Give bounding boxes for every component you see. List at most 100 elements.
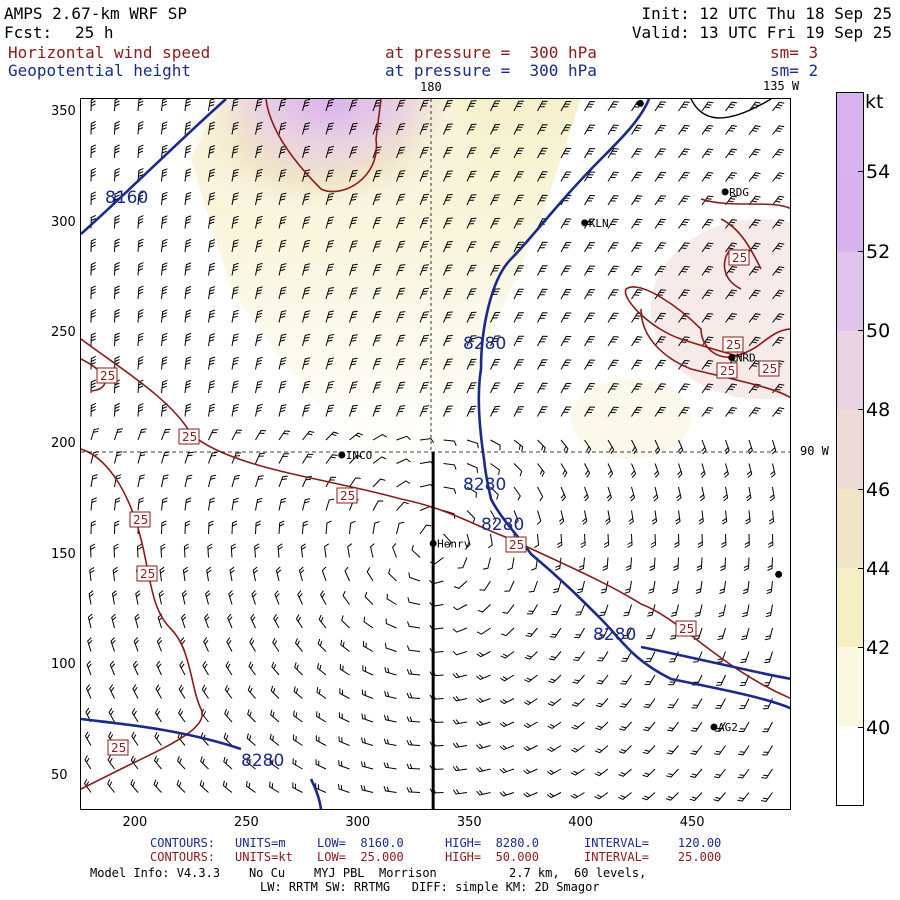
wind-barb bbox=[90, 191, 97, 206]
wind-barb bbox=[155, 684, 162, 699]
wind-barb bbox=[208, 452, 218, 464]
wind-barb bbox=[452, 672, 468, 679]
wind-barb bbox=[246, 733, 256, 746]
wind-barb bbox=[772, 313, 785, 323]
wind-barb bbox=[654, 148, 667, 159]
wind-barb bbox=[372, 240, 382, 253]
wind-barb bbox=[184, 238, 192, 253]
wind-barb bbox=[419, 287, 430, 300]
wind-barb bbox=[631, 289, 643, 300]
wind-barb bbox=[625, 557, 632, 571]
wind-barb bbox=[372, 334, 382, 347]
wind-barb bbox=[573, 651, 585, 662]
wind-barb bbox=[739, 698, 750, 709]
wind-barb bbox=[132, 660, 139, 676]
wind-barb bbox=[645, 651, 656, 662]
wind-barb bbox=[654, 171, 667, 182]
wind-barb bbox=[179, 660, 186, 676]
wind-barb bbox=[768, 533, 774, 548]
wind-barb bbox=[499, 698, 515, 705]
wind-barb bbox=[274, 590, 280, 605]
wind-barb bbox=[255, 145, 263, 159]
wind-barb bbox=[419, 123, 430, 135]
wind-barb bbox=[607, 463, 614, 478]
wind-barb bbox=[231, 168, 239, 182]
footer-contours-label-1: CONTOURS: bbox=[150, 836, 216, 850]
wind-barb bbox=[772, 407, 785, 417]
wind-barb bbox=[629, 486, 636, 502]
wind-barb bbox=[513, 382, 524, 394]
wind-barb bbox=[161, 191, 168, 206]
wind-barb bbox=[560, 124, 572, 135]
wind-barb bbox=[583, 486, 589, 502]
wind-label-box bbox=[505, 536, 527, 553]
wind-barb bbox=[340, 639, 350, 652]
wind-barb bbox=[536, 510, 542, 525]
wind-contour-label: 25 bbox=[679, 622, 694, 636]
wind-barb bbox=[255, 403, 263, 417]
wind-barb bbox=[231, 429, 242, 441]
wind-barb bbox=[748, 266, 761, 276]
wind-barb bbox=[278, 453, 290, 464]
wind-barb bbox=[654, 312, 667, 323]
wind-barb bbox=[678, 218, 690, 229]
wind-barb bbox=[90, 332, 97, 347]
wind-barb bbox=[748, 148, 761, 159]
wind-barb bbox=[631, 336, 643, 347]
wind-barb bbox=[137, 168, 144, 182]
wind-barb bbox=[316, 663, 327, 676]
wind-barb bbox=[607, 336, 619, 347]
station-marker bbox=[710, 723, 718, 731]
wind-barb bbox=[667, 698, 679, 709]
wind-barb bbox=[90, 428, 100, 441]
wind-barb bbox=[406, 645, 421, 652]
wind-barb bbox=[748, 172, 761, 182]
wind-barb bbox=[208, 121, 216, 135]
wind-barb bbox=[748, 195, 761, 206]
wind-barb bbox=[584, 463, 591, 478]
y-tick-label: 100 bbox=[51, 657, 76, 673]
wind-barb bbox=[419, 524, 432, 535]
wind-barb bbox=[231, 356, 239, 370]
wind-barb bbox=[504, 580, 515, 592]
wind-barb bbox=[513, 218, 524, 229]
wind-barb bbox=[161, 428, 171, 441]
wind-barb bbox=[302, 357, 311, 370]
wind-barb bbox=[678, 406, 690, 417]
wind-barb bbox=[293, 686, 303, 699]
wind-barb bbox=[537, 406, 548, 417]
wind-barb bbox=[466, 123, 477, 135]
colorbar bbox=[836, 92, 864, 806]
wind-barb bbox=[678, 171, 690, 182]
wind-barb bbox=[761, 745, 773, 756]
station-label: AG2 bbox=[718, 721, 738, 734]
wind-barb bbox=[697, 533, 703, 548]
wind-barb bbox=[222, 780, 233, 793]
valid-time: Valid: 13 UTC Fri 19 Sep 25 bbox=[631, 23, 892, 42]
wind-barb bbox=[372, 381, 382, 394]
wind-barb bbox=[537, 335, 548, 347]
wind-barb bbox=[302, 498, 311, 511]
wind-barb bbox=[548, 651, 562, 661]
wind-barb bbox=[701, 439, 707, 455]
height-label-8280-b: 8280 bbox=[463, 475, 506, 495]
wind-barb bbox=[227, 613, 233, 629]
wind-barb bbox=[231, 215, 239, 229]
wind-barb bbox=[360, 784, 374, 793]
wind-barb bbox=[466, 170, 477, 182]
wind-contour-label: 25 bbox=[720, 364, 735, 378]
wind-barb bbox=[231, 380, 239, 394]
wind-barb bbox=[419, 438, 435, 443]
station-label: NRD bbox=[736, 352, 756, 365]
wind-barb bbox=[643, 721, 656, 732]
wind-barb bbox=[443, 533, 452, 547]
wind-barb bbox=[443, 311, 453, 323]
wind-barb bbox=[490, 311, 501, 323]
wind-barb bbox=[466, 311, 477, 323]
wind-barb bbox=[513, 406, 524, 417]
wind-barb bbox=[443, 241, 453, 253]
wind-barb bbox=[349, 477, 361, 488]
wind-barb bbox=[184, 168, 192, 182]
wind-barb bbox=[525, 627, 538, 638]
colorbar-tick-label: 40 bbox=[866, 716, 891, 739]
